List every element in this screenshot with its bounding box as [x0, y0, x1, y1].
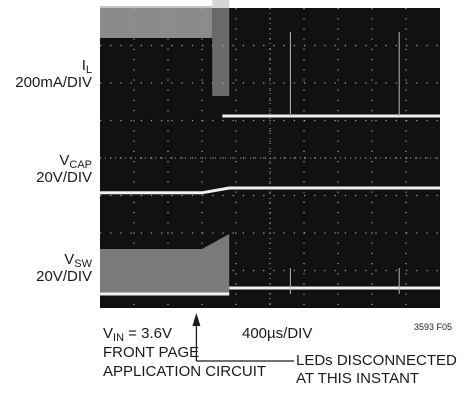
- channel-il-name: I: [81, 57, 86, 74]
- vcap-trace: [100, 186, 440, 195]
- channel-il-subscript: L: [85, 64, 92, 76]
- channel-il-label: IL 200mA/DIV: [15, 57, 92, 91]
- event-arrow-head: [192, 313, 201, 326]
- vsw-switching-fill: [100, 234, 230, 294]
- channel-vcap-scale: 20V/DIV: [36, 169, 92, 186]
- front-page-note: FRONT PAGE: [103, 344, 200, 361]
- channel-vcap-subscript: CAP: [69, 159, 92, 171]
- event-note-line2: AT THIS INSTANT: [296, 370, 420, 387]
- channel-vsw-subscript: SW: [74, 258, 92, 270]
- channel-vsw-name: V: [64, 251, 75, 268]
- channel-il-scale: 200mA/DIV: [15, 74, 92, 91]
- channel-vsw-scale: 20V/DIV: [36, 268, 92, 285]
- channel-vsw-label: VSW 20V/DIV: [36, 251, 92, 285]
- event-note-line1: LEDs DISCONNECTED: [296, 352, 457, 369]
- vin-name: V: [103, 325, 114, 342]
- il-trace-band: [100, 6, 213, 38]
- time-scale-label: 400µs/DIV: [242, 325, 313, 342]
- vin-value: = 3.6V: [124, 325, 172, 342]
- il-trace-ringing: [212, 0, 230, 96]
- channel-vcap-label: VCAP 20V/DIV: [36, 152, 92, 186]
- figure-id: 3593 F05: [414, 322, 453, 332]
- channel-vcap-name: V: [59, 152, 70, 169]
- input-voltage-note: VIN = 3.6V: [103, 325, 172, 344]
- application-circuit-note: APPLICATION CIRCUIT: [103, 363, 267, 380]
- vin-subscript: IN: [113, 332, 125, 344]
